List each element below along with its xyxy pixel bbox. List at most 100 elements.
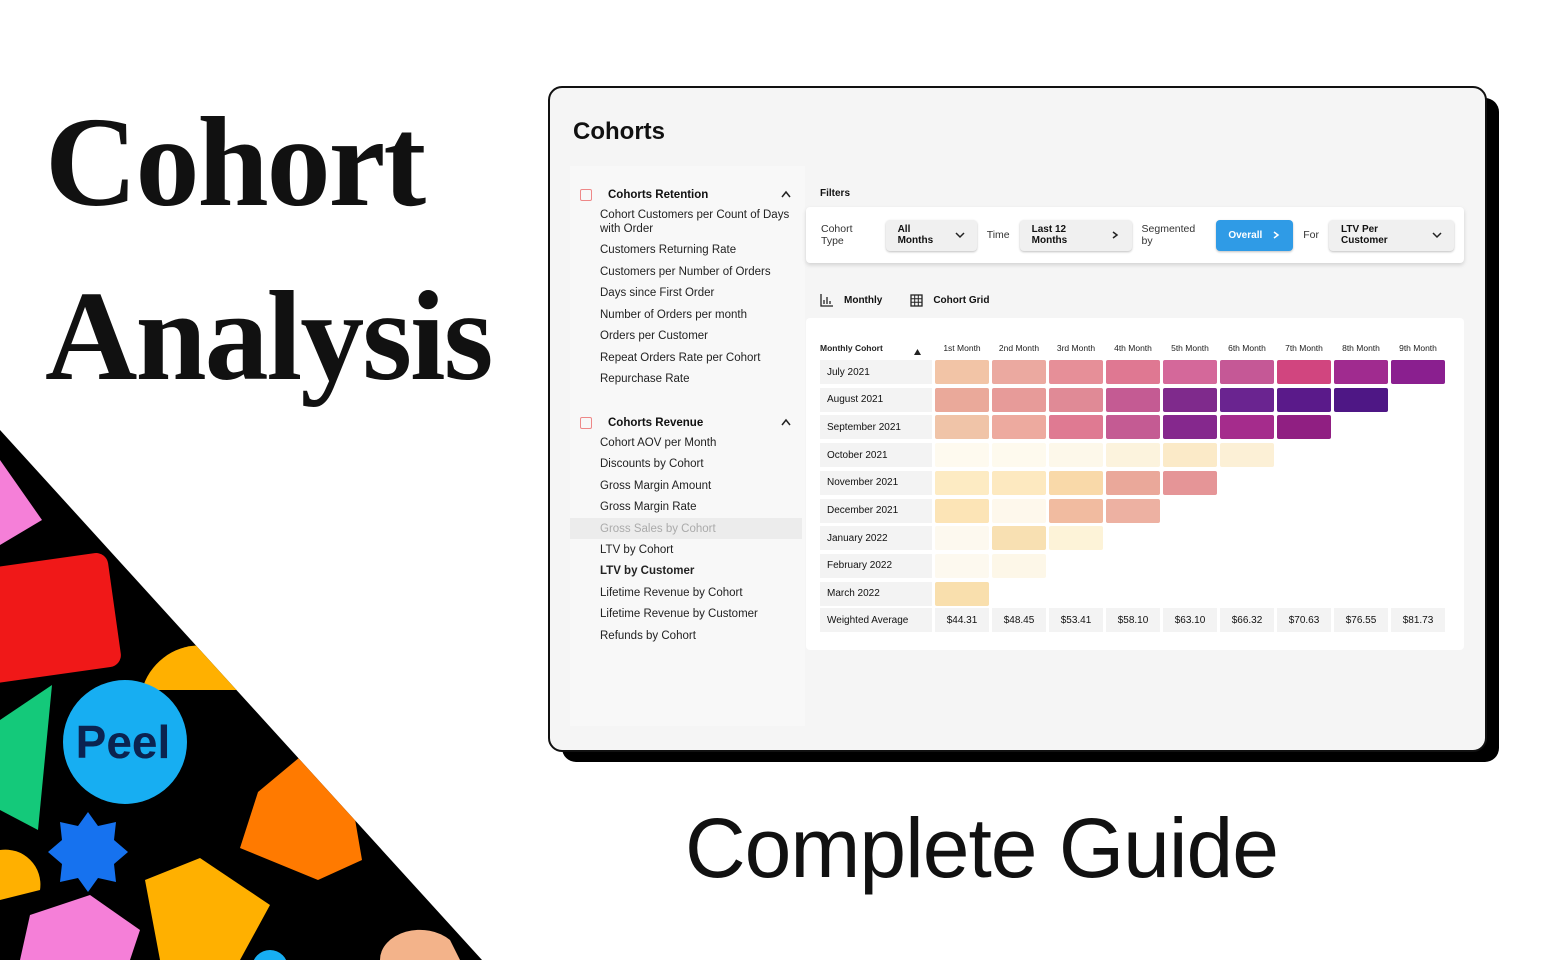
- heat-cell: [992, 360, 1046, 384]
- row-label: July 2021: [820, 360, 932, 384]
- sidebar-item[interactable]: Days since First Order: [600, 287, 715, 300]
- row-label: Weighted Average: [820, 608, 932, 633]
- heat-cell: [1106, 360, 1160, 384]
- heat-cell: [992, 415, 1046, 440]
- tab[interactable]: Cohort Grid: [910, 294, 989, 307]
- sidebar-item[interactable]: LTV by Cohort: [600, 543, 674, 556]
- headline-line: Cohort: [45, 91, 426, 233]
- filter-button[interactable]: Overall: [1216, 219, 1294, 251]
- heat-cell: [992, 443, 1046, 468]
- section-title: Cohorts Revenue: [608, 416, 704, 429]
- heat-cell: [1049, 360, 1103, 384]
- decoration: Peel: [0, 430, 482, 960]
- heat-cell: [1277, 415, 1331, 440]
- heat-cell: [1220, 387, 1274, 412]
- filter-button[interactable]: LTV Per Customer: [1329, 219, 1454, 251]
- tabs: Monthly Cohort Grid: [820, 294, 1017, 307]
- sidebar-item[interactable]: Lifetime Revenue by Cohort: [600, 586, 743, 599]
- row-label: November 2021: [820, 470, 932, 495]
- heat-cell: [1106, 415, 1160, 440]
- sidebar-item[interactable]: Repeat Orders Rate per Cohort: [600, 351, 761, 364]
- heat-cell: [1220, 443, 1274, 468]
- heat-cell: [1334, 360, 1388, 384]
- sidebar-item[interactable]: Repurchase Rate: [600, 373, 690, 386]
- filter-value: Overall: [1228, 229, 1263, 241]
- sidebar-section: Cohorts Revenue Cohort AOV per Month Disco…: [570, 414, 805, 647]
- filter-label: For: [1303, 229, 1320, 241]
- heat-cell: [1163, 387, 1217, 412]
- section-icon: [580, 189, 592, 201]
- app-card: Cohorts Cohorts Retention Cohort Customer…: [548, 86, 1487, 752]
- row-label: October 2021: [820, 443, 932, 468]
- sidebar-item[interactable]: Discounts by Cohort: [600, 458, 704, 471]
- chevron: [1273, 231, 1280, 239]
- app-title: Cohorts: [573, 118, 665, 145]
- heat-cell: [935, 360, 989, 384]
- column-header: 5th Month: [1171, 343, 1209, 353]
- sidebar-item[interactable]: Cohort Customers per Count of Days with …: [600, 208, 790, 235]
- chevron: [1112, 231, 1119, 239]
- sidebar-item[interactable]: Gross Margin Amount: [600, 479, 712, 492]
- heat-cell: [1049, 526, 1103, 551]
- sidebar-item[interactable]: Customers Returning Rate: [600, 244, 737, 257]
- sidebar-item[interactable]: Gross Sales by Cohort: [570, 517, 802, 540]
- section-header[interactable]: Cohorts Retention: [570, 186, 805, 204]
- tab-icon: [910, 294, 923, 307]
- sidebar-item[interactable]: Number of Orders per month: [600, 308, 748, 321]
- row-label: March 2022: [820, 581, 932, 606]
- sidebar-item[interactable]: Orders per Customer: [600, 330, 709, 343]
- average-value: $58.10: [1106, 608, 1160, 633]
- tab[interactable]: Monthly: [820, 294, 882, 307]
- heat-cell: [1106, 443, 1160, 468]
- sidebar-section: Cohorts Retention Cohort Customers per Co…: [570, 186, 805, 390]
- sidebar-item[interactable]: Customers per Number of Orders: [600, 265, 771, 278]
- row-label: September 2021: [820, 415, 932, 440]
- chevron: [955, 232, 965, 239]
- filter-button[interactable]: Last 12 Months: [1019, 219, 1132, 251]
- heat-cell: [1163, 443, 1217, 468]
- sidebar: Cohorts Retention Cohort Customers per Co…: [570, 166, 805, 726]
- row-label: February 2022: [820, 553, 932, 578]
- sidebar-item[interactable]: LTV by Customer: [600, 565, 695, 578]
- tab-icon: [820, 294, 833, 307]
- sort-icon[interactable]: [914, 343, 921, 361]
- average-value: $48.45: [992, 608, 1046, 633]
- heat-cell: [935, 581, 989, 606]
- collapse-icon[interactable]: [781, 189, 791, 201]
- heat-cell: [1049, 443, 1103, 468]
- heat-cell: [1163, 415, 1217, 440]
- sidebar-item[interactable]: Refunds by Cohort: [600, 629, 696, 642]
- filter-value: All Months: [897, 224, 934, 246]
- heat-cell: [1220, 415, 1274, 440]
- headline-line: Analysis: [45, 265, 493, 407]
- sidebar-item[interactable]: Gross Margin Rate: [600, 501, 697, 514]
- heat-cell: [1163, 360, 1217, 384]
- heat-cell: [1334, 387, 1388, 412]
- heat-cell: [935, 470, 989, 495]
- cohort-table: Monthly Cohort 1st Month 2nd Month 3rd Mont…: [806, 318, 1464, 650]
- chevron: [781, 418, 791, 426]
- sidebar-item[interactable]: Cohort AOV per Month: [600, 436, 717, 449]
- sidebar-item[interactable]: Lifetime Revenue by Customer: [600, 608, 758, 621]
- filter-bar: Cohort Type All Months Time Last 12 Months S…: [806, 207, 1464, 263]
- filter-button[interactable]: All Months: [885, 219, 977, 251]
- heat-cell: [1277, 387, 1331, 412]
- average-value: $81.73: [1391, 608, 1445, 633]
- section-header[interactable]: Cohorts Revenue: [570, 414, 805, 432]
- average-value: $53.41: [1049, 608, 1103, 633]
- filter-value: Last 12 Months: [1031, 224, 1068, 246]
- tab-label: Monthly: [844, 295, 883, 306]
- heat-cell: [935, 443, 989, 468]
- chevron: [781, 190, 791, 198]
- column-header: 6th Month: [1228, 343, 1266, 353]
- average-value: $70.63: [1277, 608, 1331, 633]
- filter-label: Segmented by: [1141, 223, 1196, 247]
- column-header: 9th Month: [1399, 343, 1437, 353]
- column-header: 2nd Month: [998, 343, 1040, 353]
- column-header: Monthly Cohort: [820, 343, 883, 353]
- heat-cell: [1220, 360, 1274, 384]
- collapse-icon[interactable]: [781, 417, 791, 429]
- column-header: 1st Month: [943, 343, 981, 353]
- filter-value: LTV Per Customer: [1341, 224, 1388, 246]
